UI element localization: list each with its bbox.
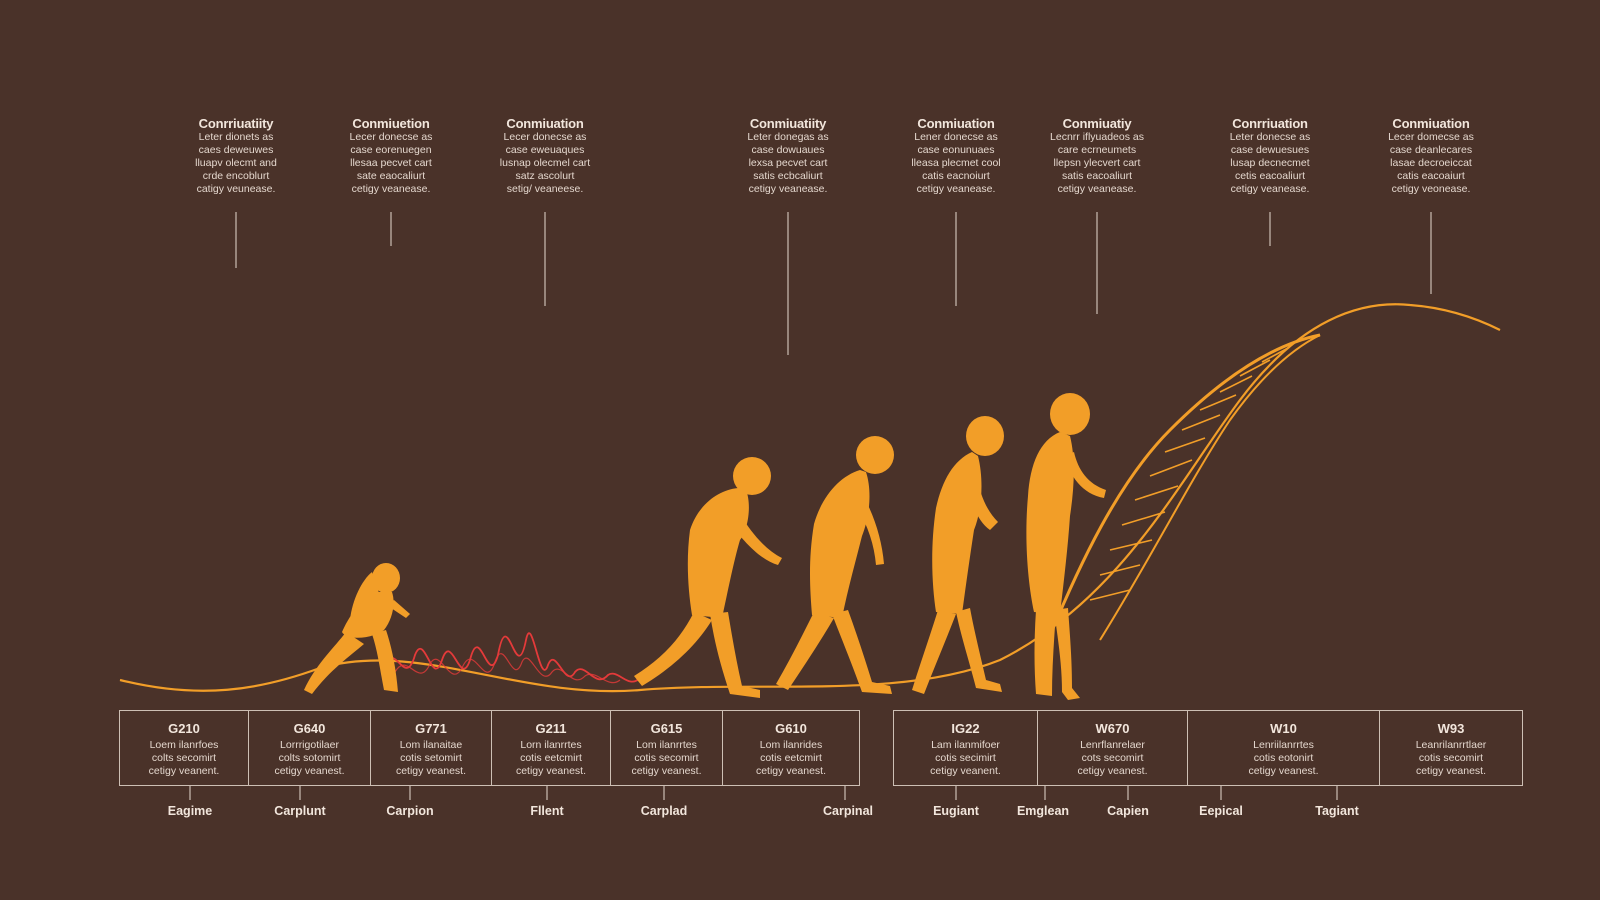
timeline-cell: W10 Lenriilanrrtes cotis eotonirt cetigy… (1187, 710, 1380, 786)
cell-code: IG22 (951, 721, 980, 736)
dna-rungs (1089, 347, 1289, 601)
cell-code: W670 (1095, 721, 1130, 736)
bottom-label: Carpion (386, 804, 434, 818)
callout-title: Conmiuatiy (1062, 116, 1132, 131)
cell-body: Lam ilanmifoer cotis secimirt cetigy vea… (930, 739, 1001, 777)
callout: Conmiuation Lener donecse as case eonunu… (891, 116, 1021, 196)
bottom-label: Eepical (1199, 804, 1243, 818)
cell-code: G615 (650, 721, 683, 736)
callout-title: Conrriuatiity (198, 116, 274, 131)
cell-body: Loem ilanrfoes colts secomirt cetigy vea… (148, 739, 220, 777)
timeline-cell: G615 Lom ilanrrtes cotis secomirt cetigy… (610, 710, 723, 786)
callout-title: Conmiuetion (352, 116, 430, 131)
dna-helix-strand (1099, 334, 1321, 641)
callout-title: Conmiuatiity (749, 116, 827, 131)
callout: Conmiuation Lecer domecse as case deanle… (1366, 116, 1496, 196)
signal-wave (384, 632, 641, 683)
timeline-cell: G211 Lorn ilanrrtes cotis eetcmirt cetig… (491, 710, 611, 786)
cell-body: Lom ilanrides cotis eetcmirt cetigy vean… (755, 739, 827, 777)
bottom-label: Tagiant (1315, 804, 1359, 818)
cell-body: Lorrrigotilaer colts sotomirt cetigy vea… (274, 739, 345, 777)
timeline-cell: W93 Leanrilanrrtlaer cotis secomirt ceti… (1379, 710, 1523, 786)
callout-body: Lener donecse as case eonunuaes lleasa p… (911, 131, 1001, 195)
timeline-cell: G771 Lom ilanaitae cotis setomirt cetigy… (370, 710, 492, 786)
callout: Conrriuatiity Leter dionets as caes dewe… (171, 116, 301, 196)
crouching-hominid-figure (304, 563, 410, 694)
cell-body: Lom ilanaitae cotis setomirt cetigy vean… (395, 739, 467, 777)
callout-body: Leter donegas as case dowuaues lexsa pec… (747, 131, 829, 195)
bottom-label: Capien (1107, 804, 1149, 818)
signal-wave (394, 653, 621, 684)
callout: Conrriuation Leter donecse as case dewue… (1205, 116, 1335, 196)
timeline-cell: G210 Loem ilanrfoes colts secomirt cetig… (119, 710, 249, 786)
callout: Conmiuatiity Leter donegas as case dowua… (723, 116, 853, 196)
cell-code: G640 (293, 721, 326, 736)
cell-body: Leanrilanrrtlaer cotis secomirt cetigy v… (1415, 739, 1487, 777)
cell-code: G210 (168, 721, 200, 736)
bottom-label: Eugiant (933, 804, 979, 818)
bottom-label: Carplad (640, 804, 688, 818)
bottom-label: Carpinal (822, 804, 873, 818)
callout-title: Conmiuation (506, 116, 584, 131)
callout: Conmiuation Lecer donecse as case eweuaq… (480, 116, 610, 196)
callout: Conmiuatiy Lecnrr iflyuadeos as care ecr… (1032, 116, 1162, 196)
cell-body: Lorn ilanrrtes cotis eetcmirt cetigy vea… (515, 739, 587, 777)
upright-hominid-figure (912, 416, 1004, 694)
cell-code: W10 (1270, 721, 1297, 736)
callout-title: Conmiuation (917, 116, 995, 131)
callout-body: Lecnrr iflyuadeos as care ecrneumets lle… (1050, 131, 1144, 195)
cell-code: G610 (775, 721, 807, 736)
callout: Conmiuetion Lecer donecse as case eorenu… (326, 116, 456, 196)
bottom-label: Carplunt (274, 804, 326, 818)
cell-body: Lenriilanrrtes cotis eotonirt cetigy vea… (1248, 739, 1319, 777)
cell-code: W93 (1437, 721, 1465, 736)
callout-body: Lecer domecse as case deanlecares lasae … (1388, 131, 1474, 195)
bottom-label: Eagime (167, 804, 213, 818)
modern-human-figure (1026, 393, 1106, 700)
callout-body: Leter donecse as case dewuesues lusap de… (1229, 131, 1311, 195)
callout-body: Lecer donecse as case eweuaques lusnap o… (499, 131, 591, 195)
dna-helix-strand (1038, 333, 1321, 661)
timeline-cell: G640 Lorrrigotilaer colts sotomirt cetig… (248, 710, 371, 786)
bottom-label: Emglean (1016, 804, 1070, 818)
callout-body: Lecer donecse as case eorenuegen llesaa … (349, 131, 433, 195)
cell-code: G771 (415, 721, 447, 736)
callout-title: Conmiuation (1392, 116, 1470, 131)
bottom-label: Fllent (530, 804, 564, 818)
callout-title: Conrriuation (1232, 116, 1308, 131)
callout-body: Leter dionets as caes deweuwes lluapv ol… (195, 131, 277, 195)
walking-hominid-figure (776, 436, 894, 694)
timeline-cell: G610 Lom ilanrides cotis eetcmirt cetigy… (722, 710, 860, 786)
stooped-hominid-figure (634, 457, 782, 698)
cell-body: Lenrflanrelaer cots secomirt cetigy vean… (1077, 739, 1148, 777)
cell-code: G211 (535, 721, 567, 736)
cell-body: Lom ilanrrtes cotis secomirt cetigy vean… (631, 739, 702, 777)
